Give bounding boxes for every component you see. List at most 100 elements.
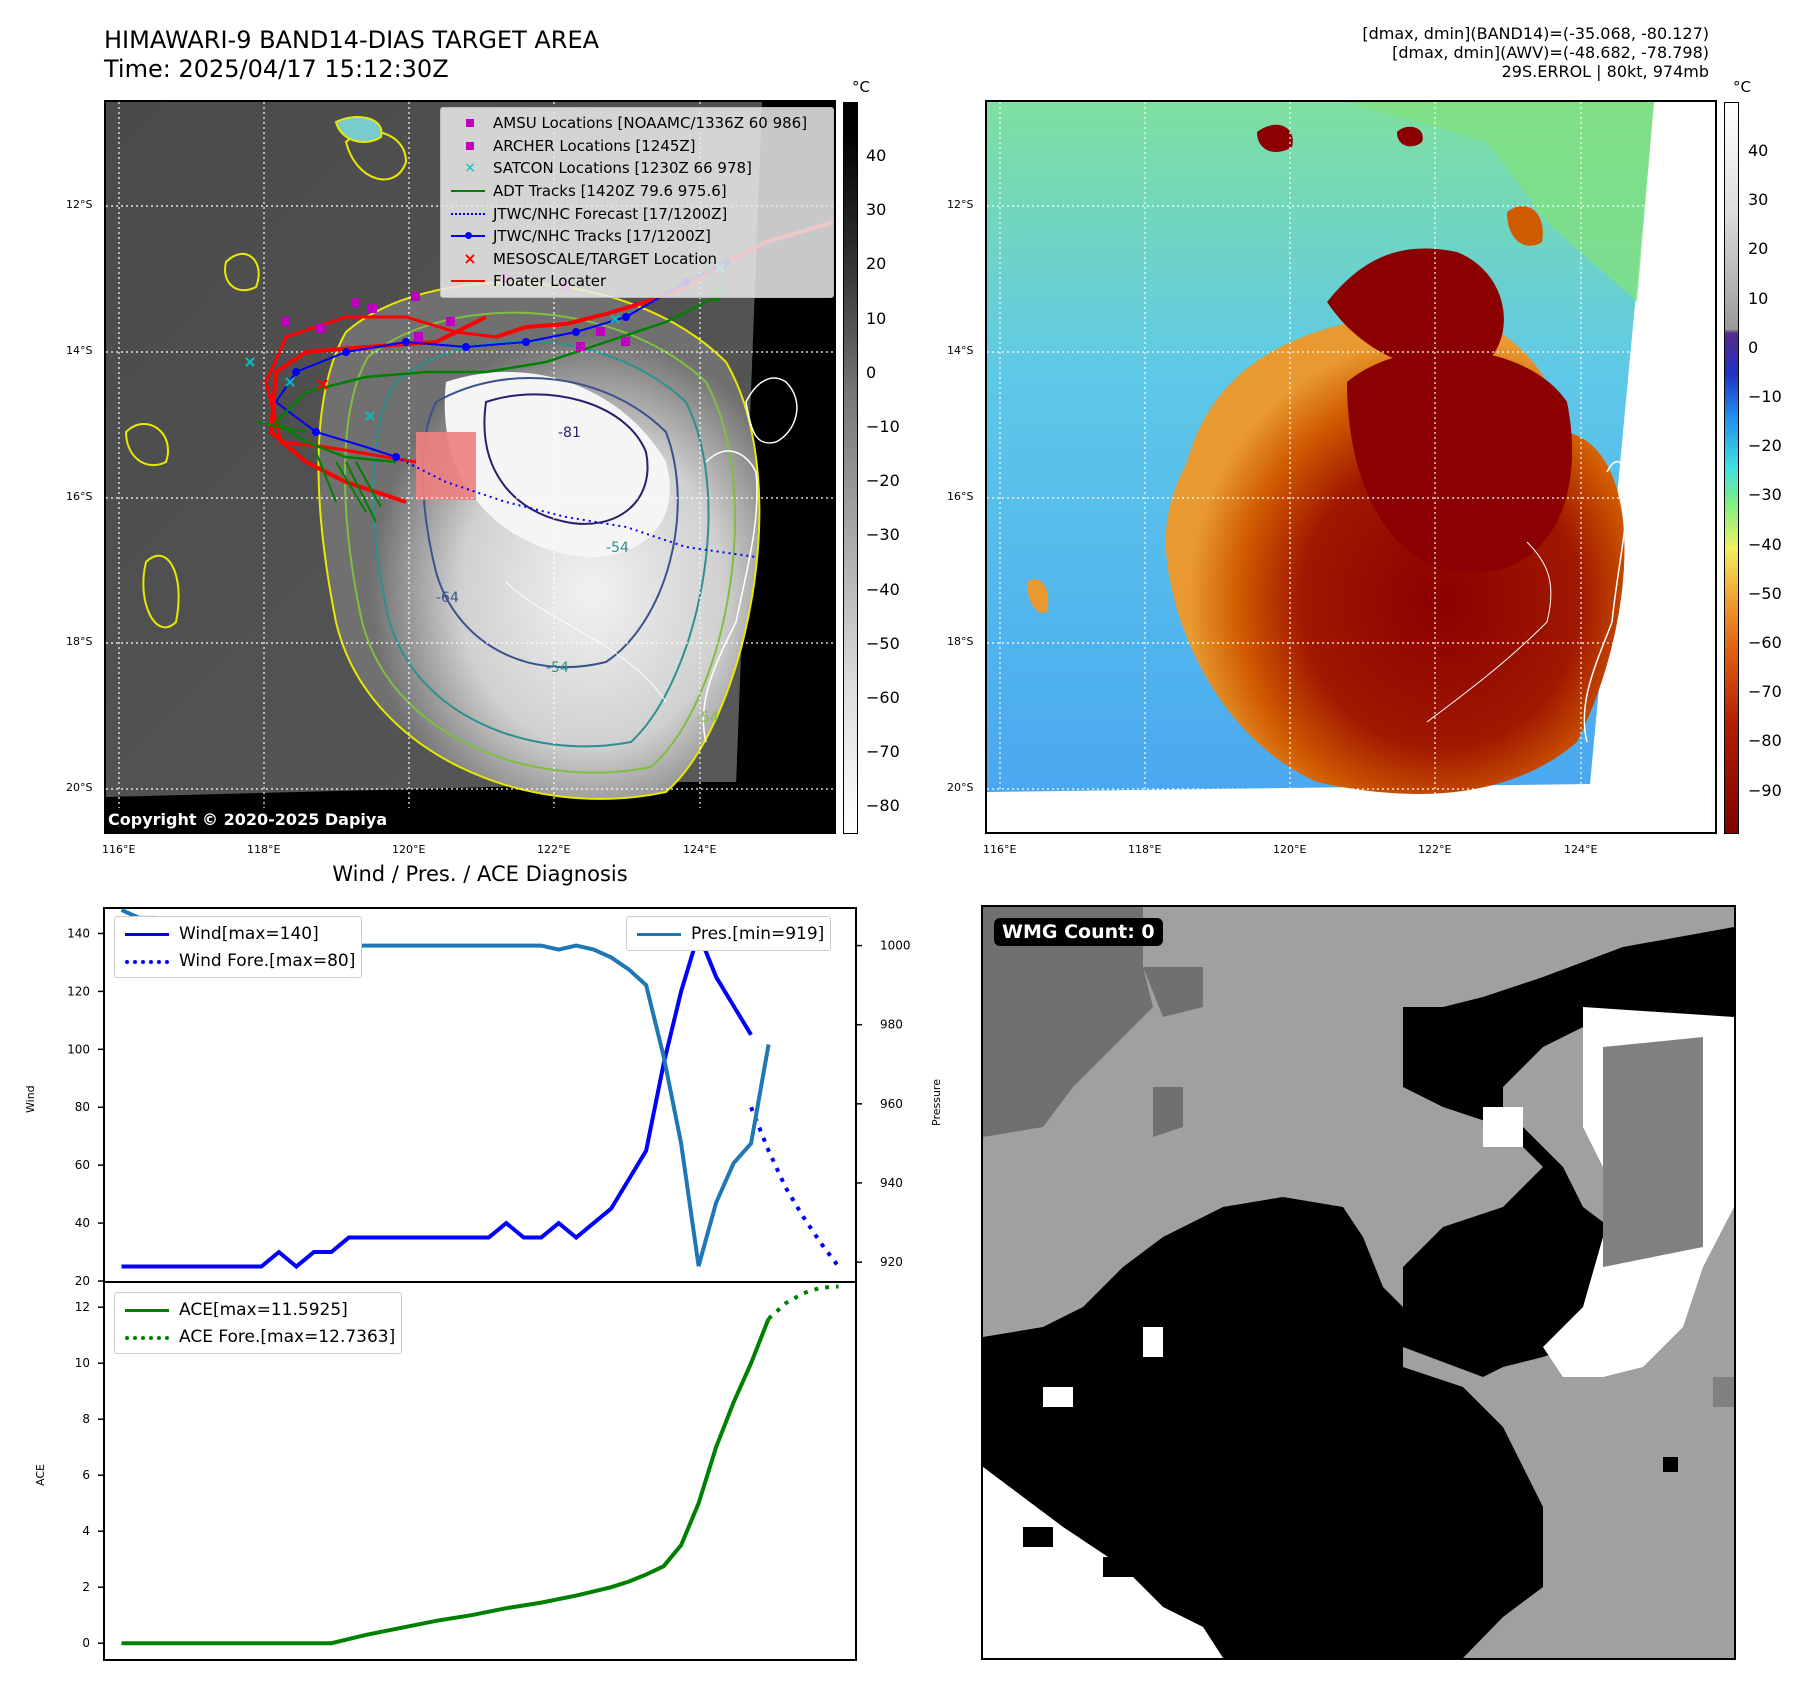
- lat-label: 20°S: [947, 781, 974, 794]
- lon-label: 124°E: [683, 843, 717, 856]
- colorbar-tick: −40: [1748, 534, 1782, 554]
- lon-label: 122°E: [1418, 843, 1452, 856]
- tick-label: 12: [75, 1300, 90, 1314]
- colorbar-tick: −50: [866, 633, 900, 653]
- tick-label: 920: [880, 1255, 903, 1269]
- tick-label: 140: [67, 926, 90, 940]
- lat-label: 18°S: [947, 635, 974, 648]
- colorbar-tick: 30: [866, 200, 887, 220]
- title-line-2: Time: 2025/04/17 15:12:30Z: [104, 55, 449, 83]
- colorbar-tick: −40: [866, 579, 900, 599]
- colorbar-tick: 0: [1748, 337, 1759, 357]
- colorbar-tick: 40: [1748, 141, 1769, 160]
- ace-legend: ACE[max=11.5925] ACE Fore.[max=12.7363]: [114, 1292, 403, 1354]
- info-line-2: [dmax, dmin](AWV)=(-48.682, -78.798): [1392, 43, 1709, 62]
- dotted-line-icon: [447, 206, 493, 222]
- lon-label: 124°E: [1564, 843, 1598, 856]
- colorbar-tick: −10: [1748, 387, 1782, 406]
- colorbar-tick: −70: [866, 742, 900, 762]
- colorbar-tick: −10: [866, 417, 900, 436]
- lat-label: 12°S: [66, 198, 93, 211]
- colorbar-tick: 10: [1748, 288, 1769, 308]
- lat-label: 16°S: [66, 490, 93, 503]
- awv-colorbar: [1724, 102, 1739, 834]
- series-line: [767, 1284, 839, 1321]
- lat-label: 14°S: [947, 344, 974, 357]
- colorbar-unit: °C: [852, 78, 870, 96]
- line-dot-icon: [447, 228, 493, 244]
- legend-entry: × MESOSCALE/TARGET Location: [447, 248, 827, 271]
- contour-label: -54: [606, 540, 629, 556]
- tick-label: 940: [880, 1176, 903, 1190]
- colorbar-tick: −20: [866, 471, 900, 491]
- lon-label: 120°E: [392, 843, 426, 856]
- colorbar-tick: −50: [1748, 583, 1782, 603]
- colorbar-tick: −60: [1748, 633, 1782, 652]
- figure-title: HIMAWARI-9 BAND14-DIAS TARGET AREA Time: …: [104, 26, 599, 84]
- wmg-count-badge: WMG Count: 0: [994, 918, 1163, 946]
- colorbar-tick: 20: [1748, 239, 1769, 259]
- tick-label: 980: [880, 1018, 903, 1032]
- wind-plot: 140 120 100 80 60 40 20: [67, 926, 841, 1288]
- series-line: [749, 1106, 841, 1268]
- tick-label: 2: [82, 1580, 90, 1594]
- pressure-axis-label: Pressure: [930, 1079, 943, 1126]
- lon-label: 118°E: [247, 843, 281, 856]
- colorbar-tick: −20: [1748, 436, 1782, 456]
- series-line: [121, 1317, 771, 1646]
- tick-label: 8: [82, 1412, 90, 1426]
- legend-label: ARCHER Locations [1245Z]: [493, 136, 696, 155]
- tick-label: 120: [67, 984, 90, 998]
- legend-entry: AMSU Locations [NOAAMC/1336Z 60 986]: [447, 112, 827, 135]
- tick-label: 100: [67, 1042, 90, 1056]
- line-marker-icon: [447, 273, 493, 289]
- colorbar-unit: °C: [1733, 78, 1751, 96]
- colorbar-tick: 20: [866, 254, 887, 274]
- legend-label: ADT Tracks [1420Z 79.6 975.6]: [493, 182, 727, 201]
- wmg-panel: [981, 905, 1736, 1660]
- colorbar-tick: 30: [1748, 190, 1769, 210]
- gray-colorbar: [843, 102, 858, 834]
- tick-label: 10: [75, 1356, 90, 1370]
- lat-label: 18°S: [66, 635, 93, 648]
- lat-label: 16°S: [947, 490, 974, 503]
- figure-info: [dmax, dmin](BAND14)=(-35.068, -80.127) …: [1362, 24, 1709, 81]
- legend-label: JTWC/NHC Tracks [17/1200Z]: [493, 227, 711, 246]
- copyright-banner: Copyright © 2020-2025 Dapiya: [104, 808, 832, 832]
- tick-label: 20: [75, 1274, 90, 1288]
- tick-label: 0: [82, 1636, 90, 1650]
- tick-label: 1000: [880, 939, 911, 953]
- wind-axis-label: Wind: [24, 1085, 37, 1113]
- legend-label: Pres.[min=919]: [691, 923, 825, 944]
- lat-label: 20°S: [66, 781, 93, 794]
- colorbar-tick: 0: [866, 362, 877, 382]
- x-marker-icon: ×: [463, 248, 477, 268]
- colorbar-tick: 10: [866, 308, 887, 328]
- diagnosis-title: Wind / Pres. / ACE Diagnosis: [332, 862, 628, 886]
- contour-label: -54: [546, 660, 569, 676]
- pressure-legend: Pres.[min=919]: [626, 916, 832, 951]
- square-marker-icon: [447, 138, 493, 154]
- wmg-image: [983, 907, 1734, 1658]
- series-line: [121, 927, 753, 1270]
- dotted-line-icon: [121, 955, 173, 967]
- legend-entry: ADT Tracks [1420Z 79.6 975.6]: [447, 180, 827, 203]
- legend-entry: ACE Fore.[max=12.7363]: [121, 1323, 395, 1350]
- x-marker-icon: ×: [464, 160, 476, 177]
- lon-label: 118°E: [1128, 843, 1162, 856]
- track-legend: AMSU Locations [NOAAMC/1336Z 60 986] ARC…: [440, 107, 834, 298]
- awv-gridlines: [987, 102, 1715, 832]
- legend-entry: Wind[max=140]: [121, 920, 355, 947]
- tick-label: 60: [75, 1158, 90, 1172]
- colorbar-tick: 40: [866, 146, 887, 165]
- legend-label: JTWC/NHC Forecast [17/1200Z]: [493, 204, 728, 223]
- colorbar-tick: −70: [1748, 682, 1782, 702]
- ace-plot: 12 10 8 6 4 2 0: [75, 1284, 839, 1650]
- line-marker-icon: [447, 183, 493, 199]
- lon-label: 122°E: [537, 843, 571, 856]
- contour-labels: -81 -64 -54 -54 -54: [436, 425, 719, 726]
- legend-label: AMSU Locations [NOAAMC/1336Z 60 986]: [493, 114, 808, 133]
- legend-label: Floater Locater: [493, 272, 607, 291]
- lat-label: 12°S: [947, 198, 974, 211]
- lon-label: 116°E: [102, 843, 136, 856]
